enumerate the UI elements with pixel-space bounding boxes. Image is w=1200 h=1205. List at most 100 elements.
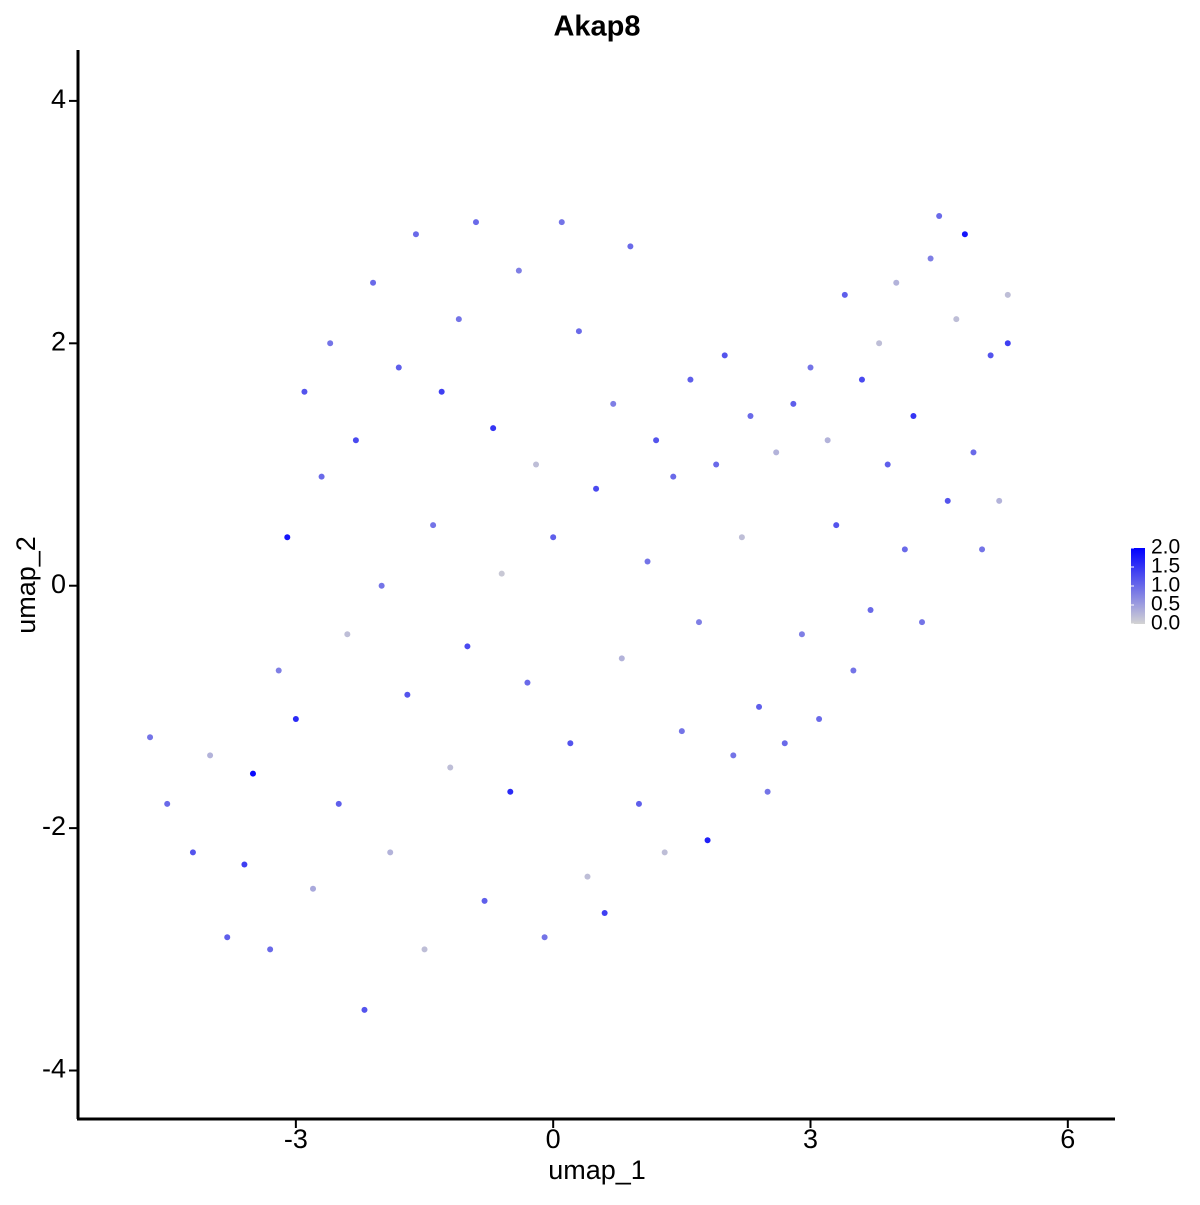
x-tick-label: 6 <box>1060 1124 1075 1154</box>
point <box>498 570 505 577</box>
point <box>404 691 411 698</box>
point <box>764 788 771 795</box>
point <box>927 255 934 262</box>
point <box>361 1006 368 1013</box>
point <box>378 582 385 589</box>
point <box>807 364 814 371</box>
point <box>858 376 865 383</box>
point <box>284 534 291 541</box>
point <box>275 667 282 674</box>
point <box>267 946 274 953</box>
colorbar-tick-label: 1.0 <box>1151 574 1180 597</box>
point <box>438 388 445 395</box>
point <box>944 497 951 504</box>
point <box>1004 291 1011 298</box>
point <box>773 449 780 456</box>
point <box>147 734 154 741</box>
point <box>816 716 823 723</box>
x-tick-label: -3 <box>284 1124 308 1154</box>
colorbar-tick-label: 1.5 <box>1151 555 1180 578</box>
point <box>464 643 471 650</box>
point <box>1004 340 1011 347</box>
point <box>430 522 437 529</box>
point <box>721 352 728 359</box>
point <box>370 279 377 286</box>
point <box>455 316 462 323</box>
point <box>335 800 342 807</box>
point <box>713 461 720 468</box>
point <box>327 340 334 347</box>
point <box>876 340 883 347</box>
point <box>730 752 737 759</box>
point <box>678 728 685 735</box>
point <box>524 679 531 686</box>
chart-title: Akap8 <box>553 11 640 43</box>
point <box>901 546 908 553</box>
point <box>593 485 600 492</box>
point <box>936 213 943 220</box>
point <box>961 231 968 238</box>
point <box>352 437 359 444</box>
point <box>670 473 677 480</box>
point <box>189 849 196 856</box>
point <box>310 885 317 892</box>
point <box>781 740 788 747</box>
point <box>996 497 1003 504</box>
point <box>953 316 960 323</box>
point <box>884 461 891 468</box>
point <box>738 534 745 541</box>
x-tick-label: 3 <box>803 1124 818 1154</box>
point <box>987 352 994 359</box>
point <box>824 437 831 444</box>
point <box>790 400 797 407</box>
point <box>387 849 394 856</box>
point <box>447 764 454 771</box>
point <box>618 655 625 662</box>
point <box>893 279 900 286</box>
point <box>224 934 231 941</box>
point <box>756 703 763 710</box>
point <box>395 364 402 371</box>
point <box>919 619 926 626</box>
y-tick-label: 0 <box>51 569 66 599</box>
point <box>584 873 591 880</box>
point <box>704 837 711 844</box>
point <box>550 534 557 541</box>
point <box>533 461 540 468</box>
point <box>970 449 977 456</box>
y-tick-label: 2 <box>51 326 66 356</box>
point <box>515 267 522 274</box>
colorbar-tick-label: 0.0 <box>1151 612 1180 635</box>
point <box>344 631 351 638</box>
point <box>850 667 857 674</box>
y-tick-label: -4 <box>42 1054 66 1084</box>
point <box>833 522 840 529</box>
point <box>747 413 754 420</box>
point <box>481 897 488 904</box>
point <box>661 849 668 856</box>
point <box>601 909 608 916</box>
point <box>798 631 805 638</box>
point <box>567 740 574 747</box>
point <box>318 473 325 480</box>
point <box>412 231 419 238</box>
point <box>421 946 428 953</box>
point <box>610 400 617 407</box>
point <box>241 861 248 868</box>
point <box>472 219 479 226</box>
point <box>507 788 514 795</box>
colorbar-tick-label: 2.0 <box>1151 536 1180 559</box>
point <box>490 425 497 432</box>
point <box>292 716 299 723</box>
point <box>575 328 582 335</box>
point <box>635 800 642 807</box>
point <box>687 376 694 383</box>
point <box>249 770 256 777</box>
point <box>867 606 874 613</box>
point <box>979 546 986 553</box>
colorbar <box>1131 548 1145 624</box>
point <box>627 243 634 250</box>
y-tick-label: 4 <box>51 84 66 114</box>
point <box>695 619 702 626</box>
y-tick-label: -2 <box>42 811 66 841</box>
